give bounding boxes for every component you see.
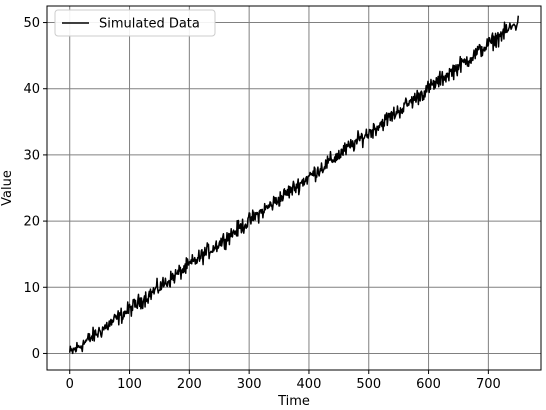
x-tick-label-300: 300 bbox=[237, 377, 262, 392]
x-axis-label: Time bbox=[277, 394, 310, 409]
x-tick-label-200: 200 bbox=[177, 377, 202, 392]
y-tick-label-50: 50 bbox=[23, 16, 40, 31]
y-axis-ticks: 0 10 20 30 40 50 bbox=[23, 16, 47, 362]
y-axis-label: Value bbox=[0, 170, 15, 206]
legend-label-simulated-data: Simulated Data bbox=[99, 17, 200, 32]
grid bbox=[47, 6, 541, 370]
legend-box bbox=[54, 9, 216, 37]
legend: Simulated Data bbox=[54, 9, 216, 37]
x-tick-label-100: 100 bbox=[117, 377, 142, 392]
plot-area-frame bbox=[46, 5, 542, 371]
x-axis-ticks: 0 100 200 300 400 500 600 700 bbox=[66, 370, 501, 392]
y-tick-label-40: 40 bbox=[23, 82, 40, 97]
y-tick-label-10: 10 bbox=[23, 281, 40, 296]
series-line-0 bbox=[68, 15, 520, 355]
x-tick-label-500: 500 bbox=[356, 377, 381, 392]
x-tick-label-700: 700 bbox=[476, 377, 501, 392]
x-tick-label-0: 0 bbox=[66, 377, 74, 392]
x-tick-label-600: 600 bbox=[416, 377, 441, 392]
y-tick-label-20: 20 bbox=[23, 215, 40, 230]
series-layer bbox=[68, 15, 520, 355]
x-tick-label-400: 400 bbox=[297, 377, 322, 392]
y-tick-label-30: 30 bbox=[23, 148, 40, 163]
y-tick-label-0: 0 bbox=[32, 347, 40, 362]
